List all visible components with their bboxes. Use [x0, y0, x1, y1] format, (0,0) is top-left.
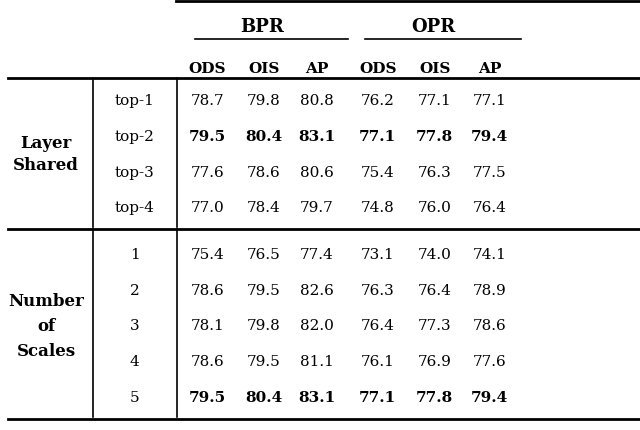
Text: 76.4: 76.4	[418, 283, 452, 297]
Text: 77.0: 77.0	[190, 201, 224, 215]
Text: 78.6: 78.6	[473, 319, 506, 332]
Text: 77.4: 77.4	[300, 247, 333, 261]
Text: 76.0: 76.0	[418, 201, 452, 215]
Text: 74.0: 74.0	[418, 247, 452, 261]
Text: 2: 2	[130, 283, 140, 297]
Text: 79.7: 79.7	[300, 201, 333, 215]
Text: 3: 3	[130, 319, 140, 332]
Text: 78.6: 78.6	[190, 283, 224, 297]
Text: top-4: top-4	[115, 201, 154, 215]
Text: 80.6: 80.6	[300, 165, 333, 179]
Text: 76.5: 76.5	[247, 247, 281, 261]
Text: top-2: top-2	[115, 129, 154, 143]
Text: 76.3: 76.3	[361, 283, 395, 297]
Text: 78.9: 78.9	[473, 283, 506, 297]
Text: 74.1: 74.1	[473, 247, 507, 261]
Text: 79.8: 79.8	[247, 94, 281, 108]
Text: 78.1: 78.1	[190, 319, 224, 332]
Text: 73.1: 73.1	[361, 247, 395, 261]
Text: 76.4: 76.4	[473, 201, 507, 215]
Text: BPR: BPR	[240, 18, 284, 35]
Text: 80.4: 80.4	[246, 390, 283, 404]
Text: 80.4: 80.4	[246, 129, 283, 143]
Text: 77.1: 77.1	[473, 94, 506, 108]
Text: Number: Number	[8, 292, 84, 309]
Text: 75.4: 75.4	[361, 165, 395, 179]
Text: 79.5: 79.5	[189, 390, 226, 404]
Text: 79.4: 79.4	[471, 129, 508, 143]
Text: 77.8: 77.8	[416, 129, 453, 143]
Text: 77.1: 77.1	[359, 390, 396, 404]
Text: AP: AP	[478, 62, 501, 76]
Text: 1: 1	[130, 247, 140, 261]
Text: OPR: OPR	[412, 18, 456, 35]
Text: 79.5: 79.5	[189, 129, 226, 143]
Text: top-3: top-3	[115, 165, 154, 179]
Text: 77.1: 77.1	[418, 94, 452, 108]
Text: 5: 5	[130, 390, 140, 404]
Text: ODS: ODS	[188, 62, 226, 76]
Text: Scales: Scales	[17, 342, 76, 359]
Text: 77.6: 77.6	[190, 165, 224, 179]
Text: 78.6: 78.6	[190, 354, 224, 368]
Text: OIS: OIS	[419, 62, 451, 76]
Text: 77.1: 77.1	[359, 129, 396, 143]
Text: 82.0: 82.0	[300, 319, 333, 332]
Text: 74.8: 74.8	[361, 201, 395, 215]
Text: 77.5: 77.5	[473, 165, 506, 179]
Text: 76.3: 76.3	[418, 165, 452, 179]
Text: Layer: Layer	[20, 135, 72, 152]
Text: 77.8: 77.8	[416, 390, 453, 404]
Text: 76.2: 76.2	[361, 94, 395, 108]
Text: 78.4: 78.4	[247, 201, 281, 215]
Text: 78.7: 78.7	[190, 94, 224, 108]
Text: 75.4: 75.4	[190, 247, 224, 261]
Text: 79.5: 79.5	[247, 354, 281, 368]
Text: 83.1: 83.1	[298, 390, 335, 404]
Text: 79.5: 79.5	[247, 283, 281, 297]
Text: ODS: ODS	[359, 62, 397, 76]
Text: 4: 4	[130, 354, 140, 368]
Text: of: of	[37, 317, 55, 334]
Text: OIS: OIS	[248, 62, 280, 76]
Text: AP: AP	[305, 62, 328, 76]
Text: 83.1: 83.1	[298, 129, 335, 143]
Text: Shared: Shared	[13, 157, 79, 173]
Text: 76.4: 76.4	[361, 319, 395, 332]
Text: top-1: top-1	[115, 94, 154, 108]
Text: 79.8: 79.8	[247, 319, 281, 332]
Text: 78.6: 78.6	[247, 165, 281, 179]
Text: 81.1: 81.1	[300, 354, 333, 368]
Text: 79.4: 79.4	[471, 390, 508, 404]
Text: 76.1: 76.1	[361, 354, 395, 368]
Text: 77.3: 77.3	[418, 319, 451, 332]
Text: 77.6: 77.6	[473, 354, 506, 368]
Text: 82.6: 82.6	[300, 283, 333, 297]
Text: 76.9: 76.9	[418, 354, 452, 368]
Text: 80.8: 80.8	[300, 94, 333, 108]
